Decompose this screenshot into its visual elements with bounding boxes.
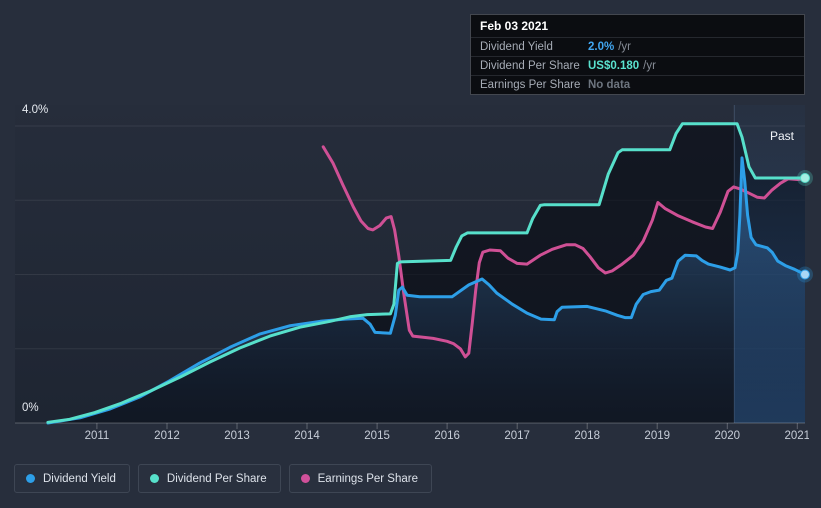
- tooltip-row-earnings-per-share: Earnings Per Share No data: [471, 75, 804, 94]
- tooltip-date: Feb 03 2021: [480, 19, 549, 33]
- legend-item-label: Dividend Per Share: [166, 472, 267, 485]
- tooltip-row-unit: /yr: [643, 60, 656, 72]
- legend-item-earnings-per-share[interactable]: Earnings Per Share: [288, 464, 432, 493]
- tooltip-row-dividend-yield: Dividend Yield 2.0%/yr: [471, 37, 804, 56]
- tooltip-row-label: Dividend Per Share: [480, 60, 580, 72]
- dividend-per-share-dot-icon: [149, 474, 159, 483]
- tooltip: Feb 03 2021 Dividend Yield 2.0%/yr Divid…: [470, 14, 805, 95]
- dividend-per-share-end-dot: [800, 173, 810, 183]
- legend-item-label: Dividend Yield: [43, 472, 116, 485]
- tooltip-row-dividend-per-share: Dividend Per Share US$0.180/yr: [471, 56, 804, 75]
- tooltip-row-label: Earnings Per Share: [480, 79, 581, 91]
- tooltip-row-value: US$0.180/yr: [588, 60, 656, 72]
- dividend-yield-area: [47, 157, 805, 423]
- dividend-yield-end-dot: [800, 269, 810, 280]
- dividend-yield-line: [46, 156, 807, 425]
- tooltip-row-label: Dividend Yield: [480, 41, 553, 53]
- tooltip-row-value: No data: [588, 79, 631, 91]
- legend: Dividend Yield Dividend Per Share Earnin…: [14, 464, 432, 493]
- dividend-per-share-line: [46, 122, 807, 424]
- legend-item-label: Earnings Per Share: [317, 472, 418, 485]
- legend-item-dividend-per-share[interactable]: Dividend Per Share: [137, 464, 281, 493]
- tooltip-row-value: 2.0%/yr: [588, 41, 631, 53]
- legend-item-dividend-yield[interactable]: Dividend Yield: [14, 464, 130, 493]
- earnings-per-share-dot-icon: [300, 474, 310, 483]
- earnings-per-share-line: [321, 145, 807, 359]
- tooltip-row-unit: /yr: [618, 41, 631, 53]
- dividend-yield-dot-icon: [26, 474, 35, 483]
